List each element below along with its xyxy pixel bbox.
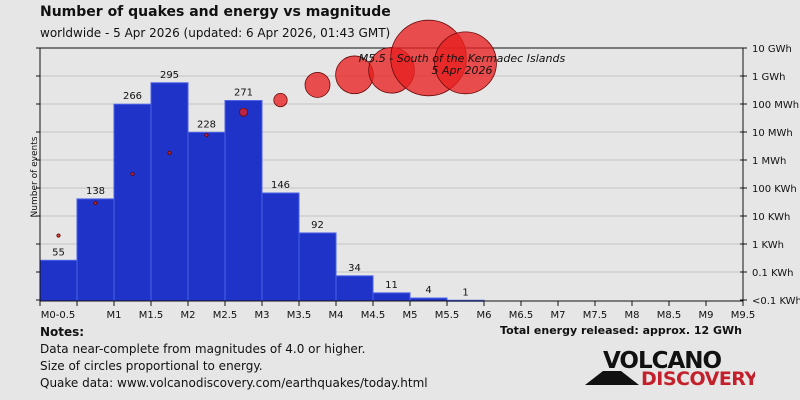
energy-circle [93,200,98,206]
bar-value-label: 1 [462,287,468,298]
x-tick-label: M4 [329,310,344,320]
volcanodiscovery-logo[interactable]: VOLCANO DISCOVERY [585,347,755,389]
y2-tick-label: 0.1 KWh [752,268,794,279]
bar-value-label: 55 [52,247,65,258]
chart: 10 GWh 1 GWh 100 MWh 10 MWh 1 MWh 100 KWh 10 K… [36,19,800,320]
notes: Notes: Data near-complete from magnitude… [40,324,428,392]
energy-circle [434,31,497,95]
x-tick-label: M8 [625,310,640,320]
y2-tick-label: 10 MWh [752,128,793,139]
energy-circle [56,233,61,238]
bar [113,103,152,302]
largest-quake-date: 5 Apr 2026 [431,64,492,77]
y2-tick-label: 10 GWh [752,44,792,55]
volcano-icon [585,371,639,385]
x-tick-label: M6 [477,310,492,320]
x-tick-label: M2.5 [213,310,238,320]
y2-tick-label: <0.1 KWh [752,296,800,307]
x-tick-label: M8.5 [657,310,682,320]
x-tick-label: M6.5 [509,310,534,320]
bar-value-label: 271 [234,88,253,99]
bar-value-label: 146 [271,180,290,191]
energy-circle [239,107,248,117]
bar-value-label: 138 [86,186,105,197]
largest-quake-annotation: M5.5 - South of the Kermadec Islands [359,52,566,65]
bar [39,259,78,302]
energy-circle [304,72,331,98]
energy-circle [204,132,209,138]
bar-value-label: 266 [123,91,142,102]
x-tick-label: M5.5 [435,310,460,320]
bar [335,275,374,302]
x-tick-label: M3 [255,310,270,320]
y2-tick-label: 100 MWh [752,100,799,111]
y2-tick-label: 1 GWh [752,72,786,83]
bar [150,82,189,302]
x-tick-label: M1 [107,310,122,320]
logo-bottom: DISCOVERY [641,368,755,389]
note-line: Data near-complete from magnitudes of 4.… [40,342,366,356]
note-line: Size of circles proportional to energy. [40,359,263,373]
bar-value-label: 4 [425,285,431,296]
bar [372,292,411,302]
x-tick-label: M9.5 [731,310,756,320]
x-tick-label: M1.5 [139,310,164,320]
y2-tick-label: 1 MWh [752,156,786,167]
bar-value-label: 228 [197,119,216,130]
note-line[interactable]: Quake data: www.volcanodiscovery.com/ear… [40,376,428,390]
x-tick-label: M2 [181,310,196,320]
logo-top: VOLCANO [603,348,722,374]
energy-circle [273,92,288,108]
x-tick-label: M4.5 [361,310,386,320]
notes-heading: Notes: [40,325,85,339]
y2-tick-label: 100 KWh [752,184,797,195]
x-tick-label: M3.5 [287,310,312,320]
bar [298,232,337,302]
x-tick-label: M7.5 [583,310,608,320]
x-tick-label: M9 [699,310,714,320]
bar [76,198,115,302]
y2-tick-label: 10 KWh [752,212,790,223]
energy-circle [130,171,135,177]
x-tick-label: M5 [403,310,418,320]
energy-circle [167,150,172,155]
bar-value-label: 34 [348,263,361,274]
bar [187,131,226,302]
bar-value-label: 295 [160,70,179,81]
bar-value-label: 11 [385,280,398,291]
y2-tick-label: 1 KWh [752,240,784,251]
total-energy: Total energy released: approx. 12 GWh [500,324,742,337]
x-tick-label: M0-0.5 [41,310,76,320]
bar [224,100,263,302]
chart-title: Number of quakes and energy vs magnitude [40,4,391,20]
chart-subtitle: worldwide - 5 Apr 2026 (updated: 6 Apr 2… [40,26,391,40]
x-tick-label: M7 [551,310,566,320]
bar [261,192,300,302]
bar-value-label: 92 [311,220,324,231]
